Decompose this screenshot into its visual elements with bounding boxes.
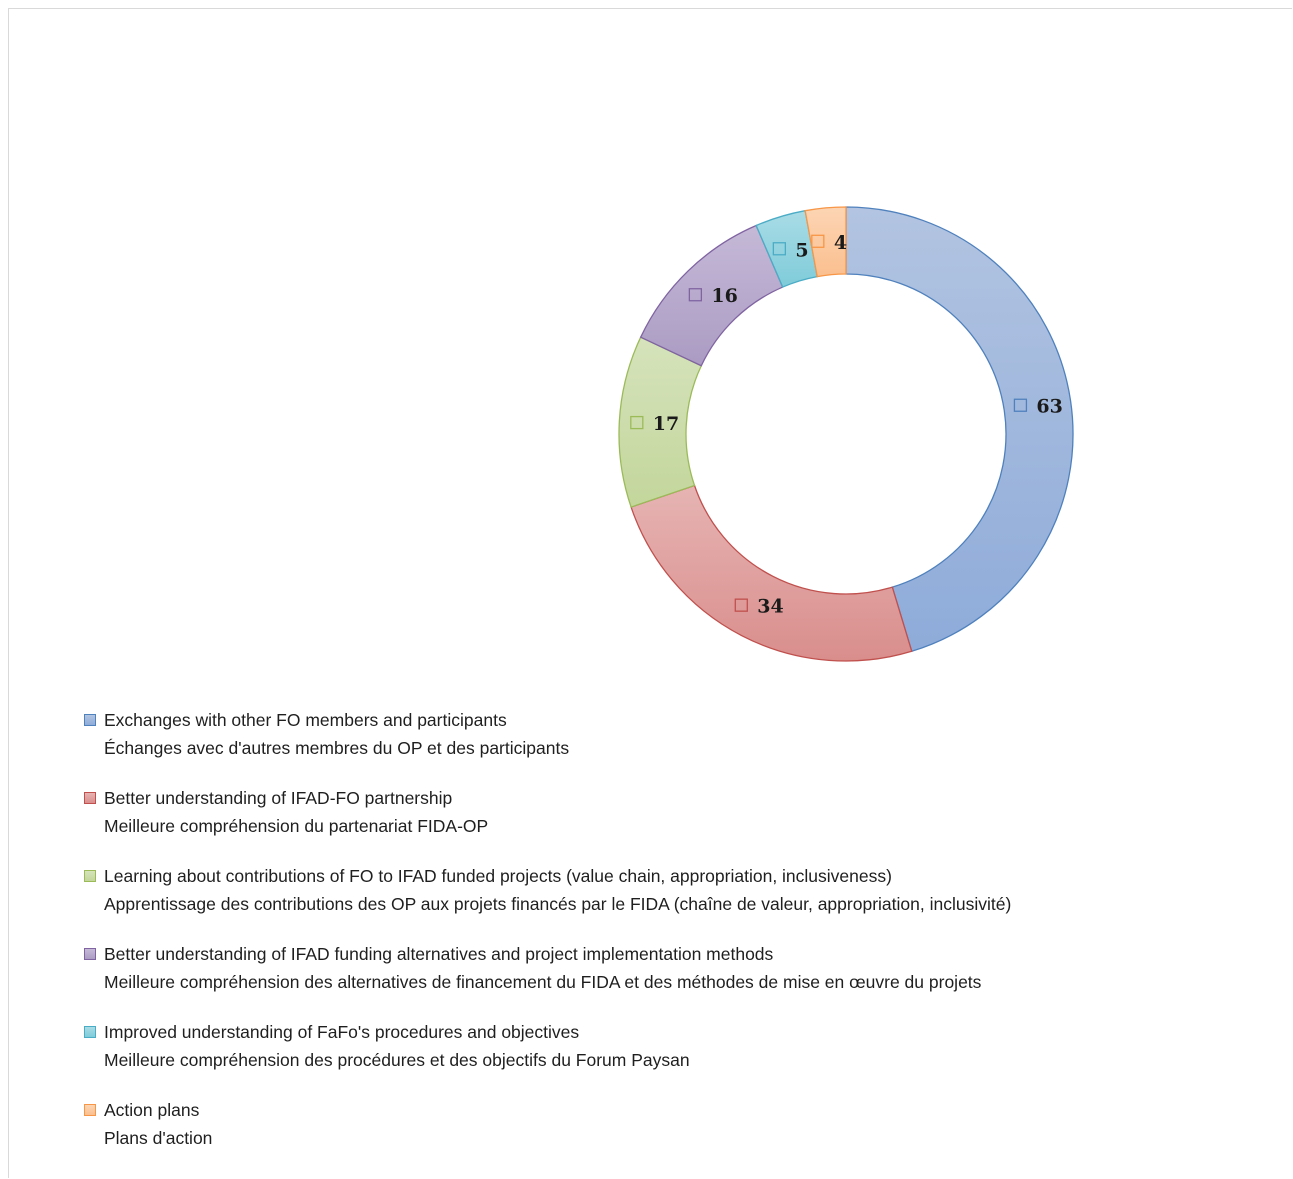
legend-label-en: Action plans [104,1100,200,1120]
legend-label-en: Exchanges with other FO members and part… [104,710,507,730]
legend-item-1: Exchanges with other FO members and part… [84,706,1274,762]
legend-label-en: Improved understanding of FaFo's procedu… [104,1022,580,1042]
legend-swatch-4 [84,948,96,960]
legend-item-3: Learning about contributions of FO to IF… [84,862,1274,918]
data-label-key-3 [630,415,644,430]
legend-item-6: Action plans Plans d'action [84,1096,1274,1152]
legend-label-en: Better understanding of IFAD funding alt… [104,944,774,964]
legend-label-fr: Meilleure compréhension du partenariat F… [104,816,489,836]
legend-label-en: Learning about contributions of FO to IF… [104,866,892,886]
legend-label-en: Better understanding of IFAD-FO partners… [104,788,453,808]
data-label-4: 16 [711,285,737,307]
legend-swatch-1 [84,714,96,726]
legend-swatch-6 [84,1104,96,1116]
legend-item-2: Better understanding of IFAD-FO partners… [84,784,1274,840]
legend-label-fr: Meilleure compréhension des procédures e… [104,1050,690,1070]
chart-legend: Exchanges with other FO members and part… [84,706,1274,1174]
legend-label-fr: Apprentissage des contributions des OP a… [104,894,1012,914]
data-label-key-1 [1013,398,1028,412]
legend-label-fr: Plans d'action [104,1128,213,1148]
data-label-key-4 [688,288,703,302]
legend-item-5: Improved understanding of FaFo's procedu… [84,1018,1274,1074]
doughnut-slice-1 [845,206,1074,653]
data-label-3: 17 [653,413,679,435]
legend-swatch-5 [84,1026,96,1038]
doughnut-slice-2 [630,484,913,662]
data-label-key-6 [811,234,825,248]
legend-swatch-3 [84,870,96,882]
data-label-1: 63 [1036,396,1062,418]
legend-swatch-2 [84,792,96,804]
legend-label-fr: Échanges avec d'autres membres du OP et … [104,738,570,758]
legend-item-4: Better understanding of IFAD funding alt… [84,940,1274,996]
legend-label-fr: Meilleure compréhension des alternatives… [104,972,982,992]
data-label-2: 34 [757,596,783,618]
data-label-key-5 [772,242,787,256]
doughnut-slice-6 [804,206,847,278]
doughnut-chart: 63 34 17 16 5 4 [618,206,1074,662]
data-label-5: 5 [795,239,808,261]
chart-frame [8,8,1292,1178]
data-label-6: 4 [834,232,847,254]
data-label-key-2 [734,598,748,612]
